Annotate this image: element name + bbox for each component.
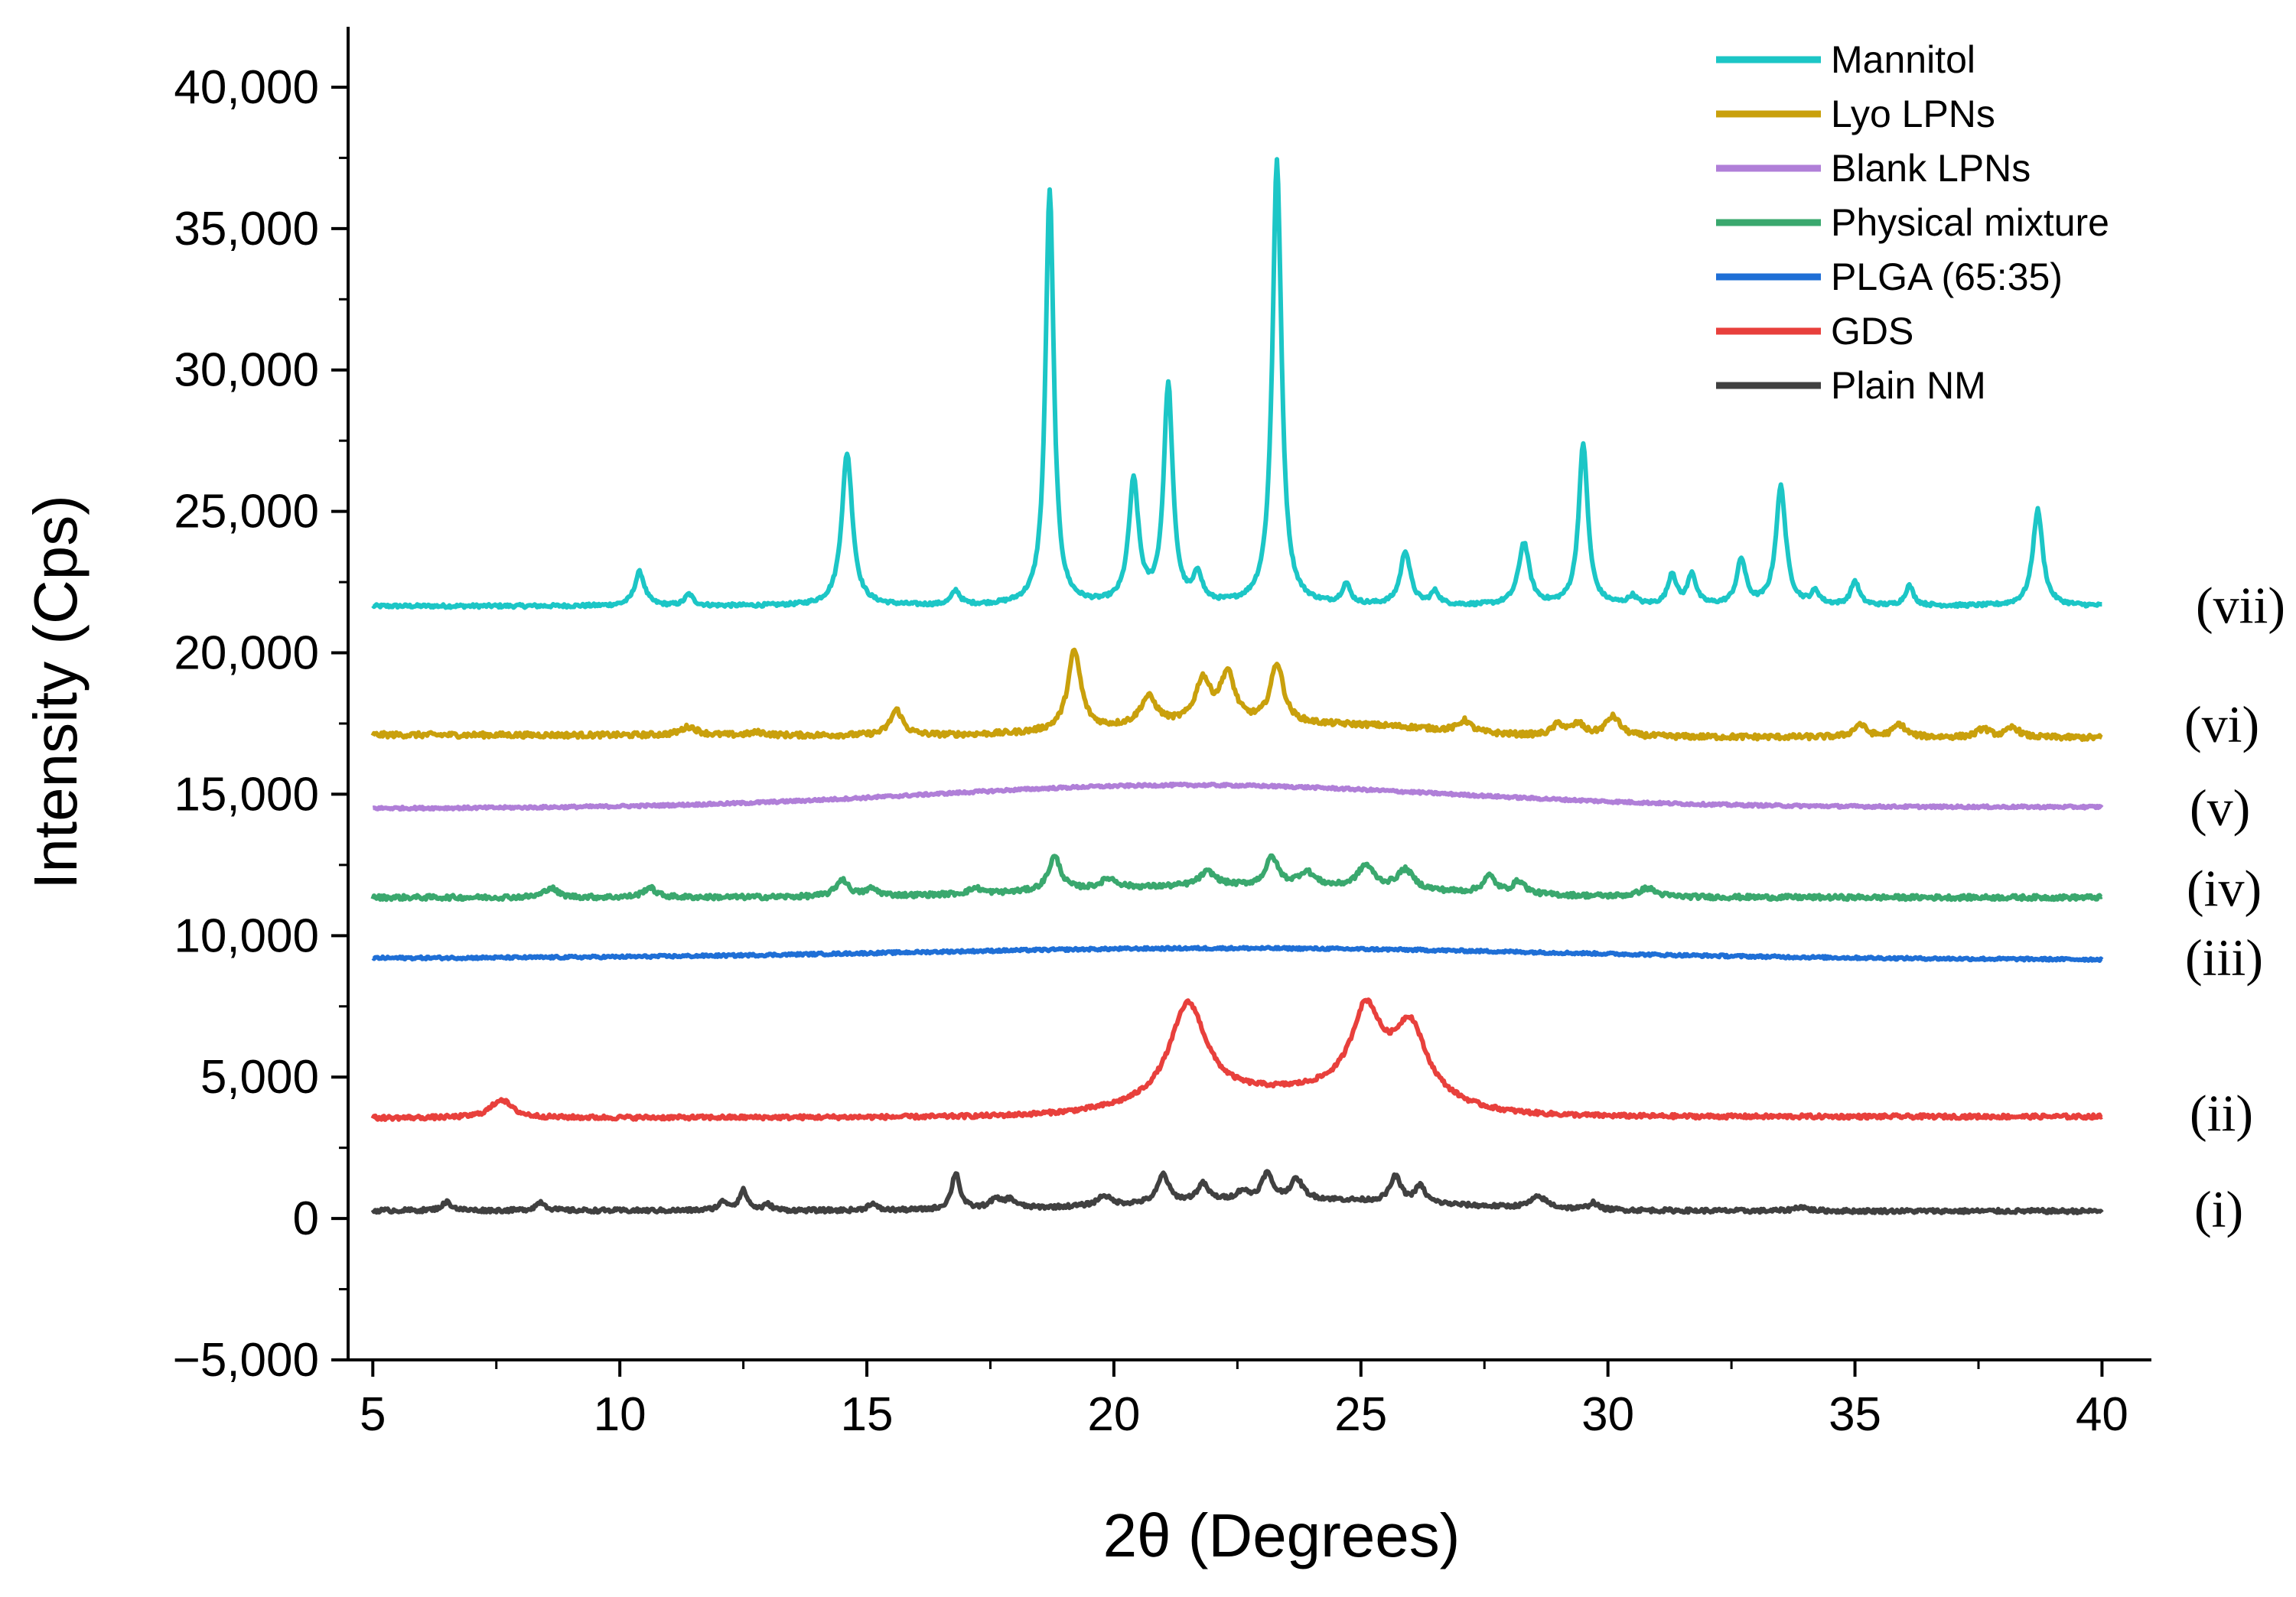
y-tick-label: −5,000 [173, 1334, 319, 1387]
y-tick-label: 30,000 [174, 344, 319, 397]
legend-label: PLGA (65:35) [1831, 255, 2063, 298]
y-tick-label: 0 [293, 1192, 319, 1245]
series-line-gds [370, 997, 2103, 1122]
x-tick-label: 20 [1087, 1388, 1140, 1441]
x-axis-title: 2θ (Degrees) [1103, 1501, 1461, 1569]
series-tag: (i) [2194, 1180, 2243, 1238]
y-tick-label: 25,000 [174, 486, 319, 538]
x-tick-label: 5 [360, 1388, 386, 1441]
legend-label: Mannitol [1831, 38, 1975, 81]
legend-label: Lyo LPNs [1831, 93, 1995, 135]
plot-area [370, 157, 2104, 1215]
series-tag: (vi) [2184, 695, 2259, 753]
y-tick-label: 5,000 [200, 1051, 319, 1104]
legend-label: GDS [1831, 310, 1913, 353]
legend-label: Physical mixture [1831, 201, 2109, 244]
x-tick-label: 25 [1334, 1388, 1387, 1441]
series-tag: (iii) [2185, 929, 2263, 987]
y-tick-label: 10,000 [174, 909, 319, 962]
legend-label: Plain NM [1831, 364, 1986, 407]
series-tag: (v) [2190, 779, 2250, 837]
x-tick-label: 40 [2076, 1388, 2128, 1441]
series-tag: (iv) [2187, 859, 2262, 917]
x-tick-label: 30 [1581, 1388, 1634, 1441]
series-tag: (vii) [2196, 577, 2285, 635]
series-line-plain-nm [370, 1169, 2104, 1215]
legend-label: Blank LPNs [1831, 147, 2031, 190]
series-tags: (vii) (vi) (v) (iv) (iii) (ii) (i) [2184, 577, 2285, 1238]
y-axis-title: Intensity (Cps) [21, 495, 90, 890]
series-line-lyo-lpns [370, 647, 2103, 743]
y-tick-label: 15,000 [174, 768, 319, 821]
x-tick-label: 35 [1829, 1388, 1881, 1441]
axes: −5,000 0 5,000 10,000 15,000 20,000 25,000 30,0… [173, 27, 2151, 1441]
y-tick-label: 20,000 [174, 627, 319, 680]
series-line-physical-mixture [370, 853, 2103, 903]
series-line-mannitol [371, 157, 2103, 610]
legend: Mannitol Lyo LPNs Blank LPNs Physical mixtu… [1716, 38, 2109, 407]
x-tick-label: 15 [841, 1388, 894, 1441]
series-line-plga-65-35- [371, 945, 2104, 963]
series-tag: (ii) [2190, 1084, 2253, 1142]
y-tick-label: 35,000 [174, 203, 319, 255]
x-tick-label: 10 [594, 1388, 646, 1441]
series-line-blank-lpns [371, 781, 2104, 812]
y-tick-label: 40,000 [174, 61, 319, 114]
